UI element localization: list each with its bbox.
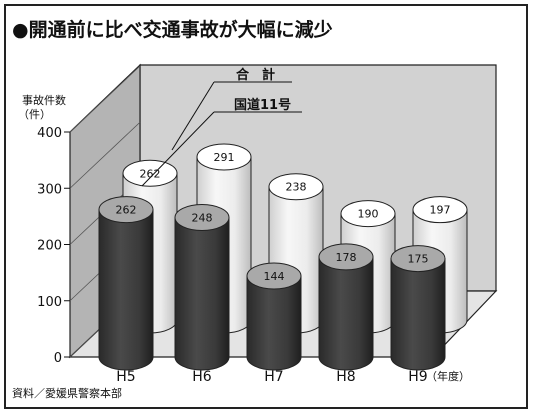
route11-bar-H7-top (246, 262, 302, 290)
gridline-300 (69, 121, 141, 189)
route11-bar-H5-body (98, 209, 154, 371)
total-bar-H9-value-label: 197 (430, 204, 451, 217)
total-bar-H8-value-label: 190 (358, 208, 379, 221)
legend-callouts: 合 計 国道11号 (141, 67, 302, 187)
route11-bar-H8-body (318, 256, 374, 371)
total-bar-H9-top (412, 196, 468, 224)
x-axis-unit-label: （年度） (426, 369, 470, 383)
route11-bar-H5-value-label: 262 (116, 204, 137, 217)
y-tick-label-100: 100 (37, 295, 62, 310)
route11-bar-H7-body (246, 275, 302, 371)
x-axis-ticks: H5 H6 H7 H8 H9 (116, 369, 427, 385)
y-tick-label-300: 300 (37, 182, 62, 197)
total-bar-H6-top (196, 143, 252, 171)
chart-headline: ●開通前に比べ交通事故が大幅に減少 (12, 18, 333, 41)
x-tick-label-H5: H5 (116, 369, 135, 385)
route11-bar-H9: 175 (390, 245, 446, 371)
legend-leader-total (171, 81, 215, 151)
x-tick-label-H9: H9 (408, 369, 427, 385)
route11-bar-H9-body (390, 258, 446, 371)
y-axis-ticks: 0 100 200 300 400 (37, 126, 70, 366)
legend-leader-route11 (141, 111, 215, 187)
total-bar-H7-top (268, 173, 324, 201)
route11-bar-H5-top (98, 196, 154, 224)
y-axis-label-line2: （件） (18, 108, 51, 121)
route11-bar-H7: 144 (246, 262, 302, 371)
total-bar-H5-top (122, 159, 178, 187)
x-tick-label-H6: H6 (192, 369, 212, 385)
source-note: 資料／愛媛県警察本部 (12, 386, 122, 400)
route11-bar-H8-top (318, 243, 374, 271)
total-bar-H8-top (340, 200, 396, 228)
route11-bar-H9-top (390, 245, 446, 273)
route11-bar-H6-body (174, 217, 230, 371)
route11-bar-H8-value-label: 178 (336, 251, 357, 264)
route11-bar-H7-value-label: 144 (264, 270, 285, 283)
legend-label-route11: 国道11号 (234, 97, 291, 113)
y-tick-label-0: 0 (54, 351, 62, 366)
route11-bar-H6-value-label: 248 (192, 212, 213, 225)
route11-bar-H6: 248 (174, 204, 230, 371)
route11-bar-H5: 262 (98, 196, 154, 371)
y-tick-label-200: 200 (37, 239, 62, 254)
route11-bar-H9-value-label: 175 (408, 253, 429, 266)
y-tick-label-400: 400 (37, 126, 62, 141)
total-bar-H5-value-label: 262 (140, 167, 161, 180)
route11-bar-H8: 178 (318, 243, 374, 371)
x-tick-label-H8: H8 (336, 369, 355, 385)
total-bar-H7-value-label: 238 (286, 181, 307, 194)
gridline-400 (69, 65, 141, 133)
route11-bar-H6-top (174, 204, 230, 231)
legend-label-total: 合 計 (236, 67, 275, 83)
x-tick-label-H7: H7 (264, 369, 283, 385)
route11-series-bars: 262 248 144 178 175 (98, 196, 446, 371)
y-axis-label-line1: 事故件数 (22, 93, 66, 107)
total-bar-H6-value-label: 291 (214, 151, 235, 164)
